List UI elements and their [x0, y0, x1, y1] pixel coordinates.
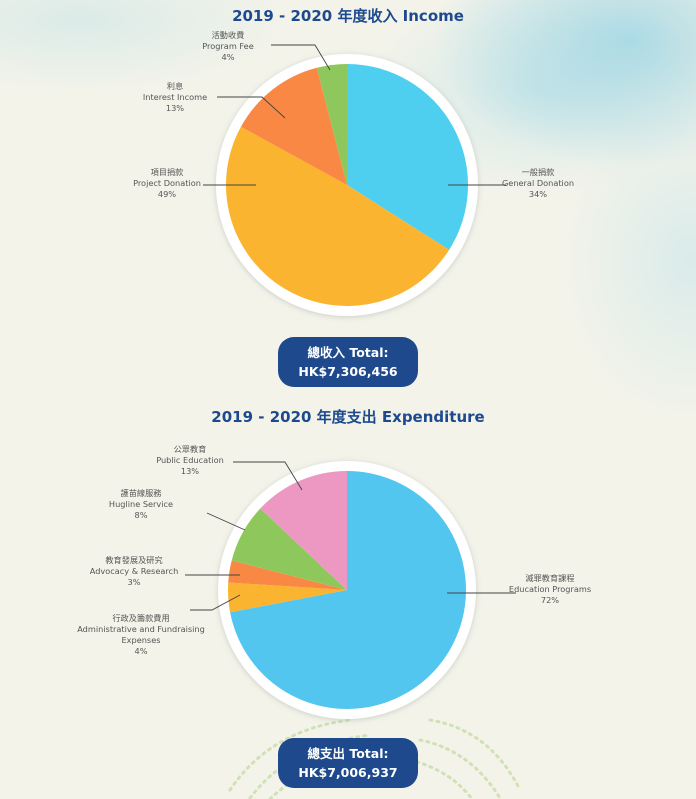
income-slice-general-donation: [347, 64, 468, 250]
expenditure-slice-label: 公眾教育 Public Education 13%: [156, 444, 224, 476]
expenditure-total-badge: 總支出 Total: HK$7,006,937: [278, 738, 418, 788]
expenditure-pie-chart: 滅罪教育課程 Education Programs 72% 行政及籌款費用 Admini…: [77, 444, 591, 719]
expenditure-leader-line: [233, 461, 303, 491]
income-total-value: HK$7,306,456: [298, 364, 398, 379]
expenditure-slice-administrative-and-fundraising-expenses: [228, 582, 347, 613]
expenditure-total-label: 總支出 Total:: [307, 746, 389, 761]
income-total-badge: 總收入 Total: HK$7,306,456: [278, 337, 418, 387]
expenditure-slice-education-programs: [230, 471, 466, 709]
expenditure-leader-line: [190, 594, 241, 611]
income-slice-interest-income: [240, 67, 347, 185]
income-slice-label: 利息 Interest Income 13%: [143, 81, 207, 113]
expenditure-slice-label: 護苗線服務 Hugline Service 8%: [109, 488, 173, 520]
expenditure-slice-public-education: [260, 471, 347, 590]
income-chart-title: 2019 - 2020 年度收入 Income: [232, 7, 464, 25]
income-pie-chart: 一般捐款 General Donation 34% 項目捐款 Project Donat…: [133, 30, 574, 316]
income-slice-label: 項目捐款 Project Donation 49%: [133, 167, 201, 199]
expenditure-total-value: HK$7,006,937: [298, 765, 398, 780]
expenditure-chart-title: 2019 - 2020 年度支出 Expenditure: [211, 408, 485, 426]
expenditure-leader-line: [206, 512, 246, 531]
expenditure-slice-label: 教育發展及研究 Advocacy & Research 3%: [90, 555, 179, 587]
expenditure-slice-advocacy-research: [228, 560, 347, 590]
income-slice-label: 活動收費 Program Fee 4%: [202, 30, 253, 62]
expenditure-slice-label: 行政及籌款費用 Administrative and Fundraising Exp…: [77, 613, 205, 656]
expenditure-slice-hugline-service: [231, 508, 347, 590]
income-leader-line: [217, 96, 286, 119]
income-slice-label: 一般捐款 General Donation 34%: [502, 167, 574, 199]
expenditure-slice-label: 滅罪教育課程 Education Programs 72%: [509, 573, 591, 605]
income-slice-project-donation: [226, 126, 450, 306]
income-slice-program-fee: [316, 64, 347, 185]
income-total-label: 總收入 Total:: [307, 345, 389, 360]
income-leader-line: [271, 44, 331, 71]
